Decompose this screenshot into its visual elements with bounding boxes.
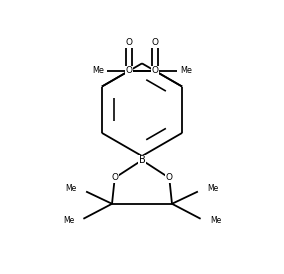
Text: O: O [151,38,158,47]
Text: O: O [126,38,133,47]
Text: B: B [139,155,145,165]
Text: Me: Me [63,216,74,226]
Text: O: O [151,66,158,75]
Text: Me: Me [92,66,104,75]
Text: O: O [111,173,118,182]
Text: Me: Me [207,184,218,193]
Text: Me: Me [180,66,192,75]
Text: Me: Me [210,216,221,226]
Text: Me: Me [66,184,77,193]
Text: O: O [166,173,173,182]
Text: O: O [126,66,133,75]
